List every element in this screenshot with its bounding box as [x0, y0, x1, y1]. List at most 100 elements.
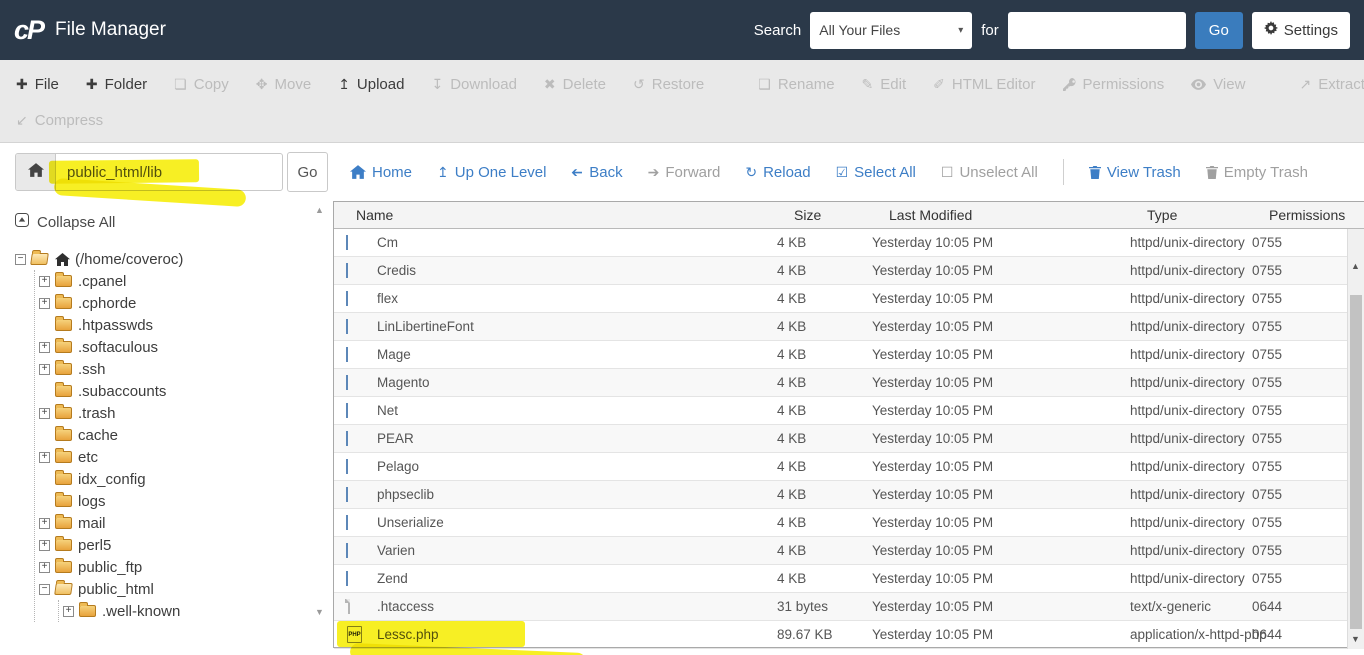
table-row[interactable]: Mage 4 KB Yesterday 10:05 PM httpd/unix-dir…	[334, 341, 1347, 369]
toolbar-download-button[interactable]: ↧ Download	[431, 76, 516, 93]
directory-tree-sidebar: Collapse All − (/home/coveroc) + .cpanel + .c…	[0, 201, 333, 655]
collapse-icon[interactable]: −	[15, 253, 26, 265]
nav-up-one-level-button[interactable]: ↥ Up One Level	[437, 164, 546, 181]
path-home-button[interactable]	[16, 154, 56, 190]
search-input[interactable]	[1007, 11, 1186, 49]
file-modified-cell: Yesterday 10:05 PM	[872, 571, 994, 586]
table-row[interactable]: Varien 4 KB Yesterday 10:05 PM httpd/unix-d…	[334, 537, 1347, 565]
tree-item-mail[interactable]: + mail	[39, 512, 333, 534]
tree-item-.well-known[interactable]: + .well-known	[63, 600, 333, 622]
expand-icon[interactable]: +	[39, 407, 50, 419]
sidebar-scrollbar[interactable]: ▲ ▼	[313, 205, 327, 617]
table-scrollbar[interactable]: ▲ ▼	[1347, 229, 1364, 649]
nav-forward-button[interactable]: ➔ Forward	[648, 164, 721, 181]
tree-item-.htpasswds[interactable]: .htpasswds	[39, 314, 333, 336]
tree-item-homecoveroc[interactable]: − (/home/coveroc)	[15, 248, 333, 270]
table-row[interactable]: Magento 4 KB Yesterday 10:05 PM httpd/unix-…	[334, 369, 1347, 397]
expand-icon[interactable]: +	[39, 517, 50, 529]
tree-item-.subaccounts[interactable]: .subaccounts	[39, 380, 333, 402]
nav-select-all-button[interactable]: ☑ Select All	[836, 164, 916, 181]
table-row[interactable]: Net 4 KB Yesterday 10:05 PM httpd/unix-dire…	[334, 397, 1347, 425]
expand-icon[interactable]: +	[39, 561, 50, 573]
scroll-down-icon[interactable]: ▼	[1351, 634, 1360, 644]
column-header-size[interactable]: Size	[794, 207, 822, 223]
table-row[interactable]: flex 4 KB Yesterday 10:05 PM httpd/unix-dir…	[334, 285, 1347, 313]
tree-item-.softaculous[interactable]: + .softaculous	[39, 336, 333, 358]
toolbar-edit-button[interactable]: ✎ Edit	[862, 76, 907, 93]
expand-icon[interactable]: +	[39, 341, 50, 353]
expand-icon[interactable]: +	[39, 297, 50, 309]
tree-item-.cpanel[interactable]: + .cpanel	[39, 270, 333, 292]
table-row[interactable]: Cm 4 KB Yesterday 10:05 PM httpd/unix-direc…	[334, 229, 1347, 257]
forward-icon: ➔	[647, 163, 660, 180]
nav-unselect-all-button[interactable]: ☐ Unselect All	[941, 164, 1038, 181]
tree-item-public_ftp[interactable]: + public_ftp	[39, 556, 333, 578]
tree-item-.ssh[interactable]: + .ssh	[39, 358, 333, 380]
table-row[interactable]: PEAR 4 KB Yesterday 10:05 PM httpd/unix-dir…	[334, 425, 1347, 453]
nav-home-button[interactable]: Home	[350, 164, 412, 181]
scroll-up-icon[interactable]: ▲	[315, 205, 324, 215]
table-row[interactable]: PHP Lessc.php 89.67 KB Yesterday 10:05 PM ap…	[334, 621, 1347, 649]
toolbar-extract-button[interactable]: ↗ Extract	[1299, 76, 1364, 93]
tree-item-public_html[interactable]: − public_html	[39, 578, 333, 600]
toolbar-delete-button[interactable]: ✖ Delete	[544, 76, 606, 93]
scrollbar-thumb[interactable]	[1350, 295, 1362, 629]
permissions-icon	[1062, 77, 1076, 91]
toolbar-restore-button[interactable]: ↺ Restore	[633, 76, 704, 93]
tree-item-idx_config[interactable]: idx_config	[39, 468, 333, 490]
tree-item-logs[interactable]: logs	[39, 490, 333, 512]
toolbar-html-editor-button[interactable]: ✐ HTML Editor	[933, 76, 1035, 93]
table-row[interactable]: Zend 4 KB Yesterday 10:05 PM httpd/unix-dir…	[334, 565, 1347, 593]
file-size-cell: 4 KB	[777, 403, 807, 418]
expand-icon[interactable]: +	[63, 605, 74, 617]
collapse-all-button[interactable]: Collapse All	[15, 213, 333, 231]
back-icon: ➔	[571, 163, 584, 180]
expand-icon[interactable]: +	[39, 275, 50, 287]
tree-item-cache[interactable]: cache	[39, 424, 333, 446]
toolbar-file-button[interactable]: ✚ File	[16, 76, 59, 93]
toolbar-view-button[interactable]: View	[1191, 76, 1245, 93]
table-row[interactable]: phpseclib 4 KB Yesterday 10:05 PM httpd/uni…	[334, 481, 1347, 509]
collapse-icon[interactable]: −	[39, 583, 50, 595]
column-header-last-modified[interactable]: Last Modified	[889, 207, 973, 223]
path-input[interactable]	[56, 154, 282, 190]
column-header-permissions[interactable]: Permissions	[1269, 207, 1346, 223]
nav-view-trash-button[interactable]: View Trash	[1088, 164, 1181, 181]
file-name-cell: Magento	[334, 375, 777, 390]
search-go-button[interactable]: Go	[1194, 11, 1243, 49]
table-row[interactable]: Pelago 4 KB Yesterday 10:05 PM httpd/unix-d…	[334, 453, 1347, 481]
path-go-button[interactable]: Go	[287, 152, 328, 192]
toolbar-folder-button[interactable]: ✚ Folder	[86, 76, 147, 93]
nav-reload-button[interactable]: ↻ Reload	[745, 164, 810, 181]
toolbar-compress-button[interactable]: ↙ Compress	[16, 112, 103, 129]
toolbar-copy-button[interactable]: ❏ Copy	[174, 76, 229, 93]
expand-icon[interactable]: +	[39, 539, 50, 551]
tree-item-perl5[interactable]: + perl5	[39, 534, 333, 556]
settings-button[interactable]: Settings	[1251, 11, 1350, 49]
toolbar-rename-button[interactable]: ❑ Rename	[758, 76, 834, 93]
toolbar-permissions-button[interactable]: Permissions	[1062, 76, 1164, 93]
file-name-cell: Varien	[334, 543, 777, 558]
expand-icon[interactable]: +	[39, 451, 50, 463]
scroll-up-icon[interactable]: ▲	[1351, 261, 1360, 271]
nav-back-button[interactable]: ➔ Back	[571, 164, 622, 181]
table-row[interactable]: .htaccess 31 bytes Yesterday 10:05 PM text/…	[334, 593, 1347, 621]
table-row[interactable]: LinLibertineFont 4 KB Yesterday 10:05 PM ht…	[334, 313, 1347, 341]
scroll-down-icon[interactable]: ▼	[315, 607, 324, 617]
toolbar-move-button[interactable]: ✥ Move	[256, 76, 311, 93]
table-row[interactable]: Credis 4 KB Yesterday 10:05 PM httpd/unix-d…	[334, 257, 1347, 285]
expand-icon[interactable]: +	[39, 363, 50, 375]
file-name-cell: Pelago	[334, 459, 777, 474]
search-scope-select[interactable]: All Your Files ▾	[810, 11, 973, 49]
toolbar-upload-button[interactable]: ↥ Upload	[338, 76, 404, 93]
column-header-type[interactable]: Type	[1147, 207, 1178, 223]
file-name: phpseclib	[377, 487, 435, 502]
tree-item-.cphorde[interactable]: + .cphorde	[39, 292, 333, 314]
file-name: Zend	[377, 571, 408, 586]
edit-icon: ✎	[861, 75, 874, 92]
tree-item-etc[interactable]: + etc	[39, 446, 333, 468]
nav-empty-trash-button[interactable]: Empty Trash	[1205, 164, 1308, 181]
table-row[interactable]: Unserialize 4 KB Yesterday 10:05 PM httpd/u…	[334, 509, 1347, 537]
tree-item-.trash[interactable]: + .trash	[39, 402, 333, 424]
column-header-name[interactable]: Name	[356, 207, 394, 223]
